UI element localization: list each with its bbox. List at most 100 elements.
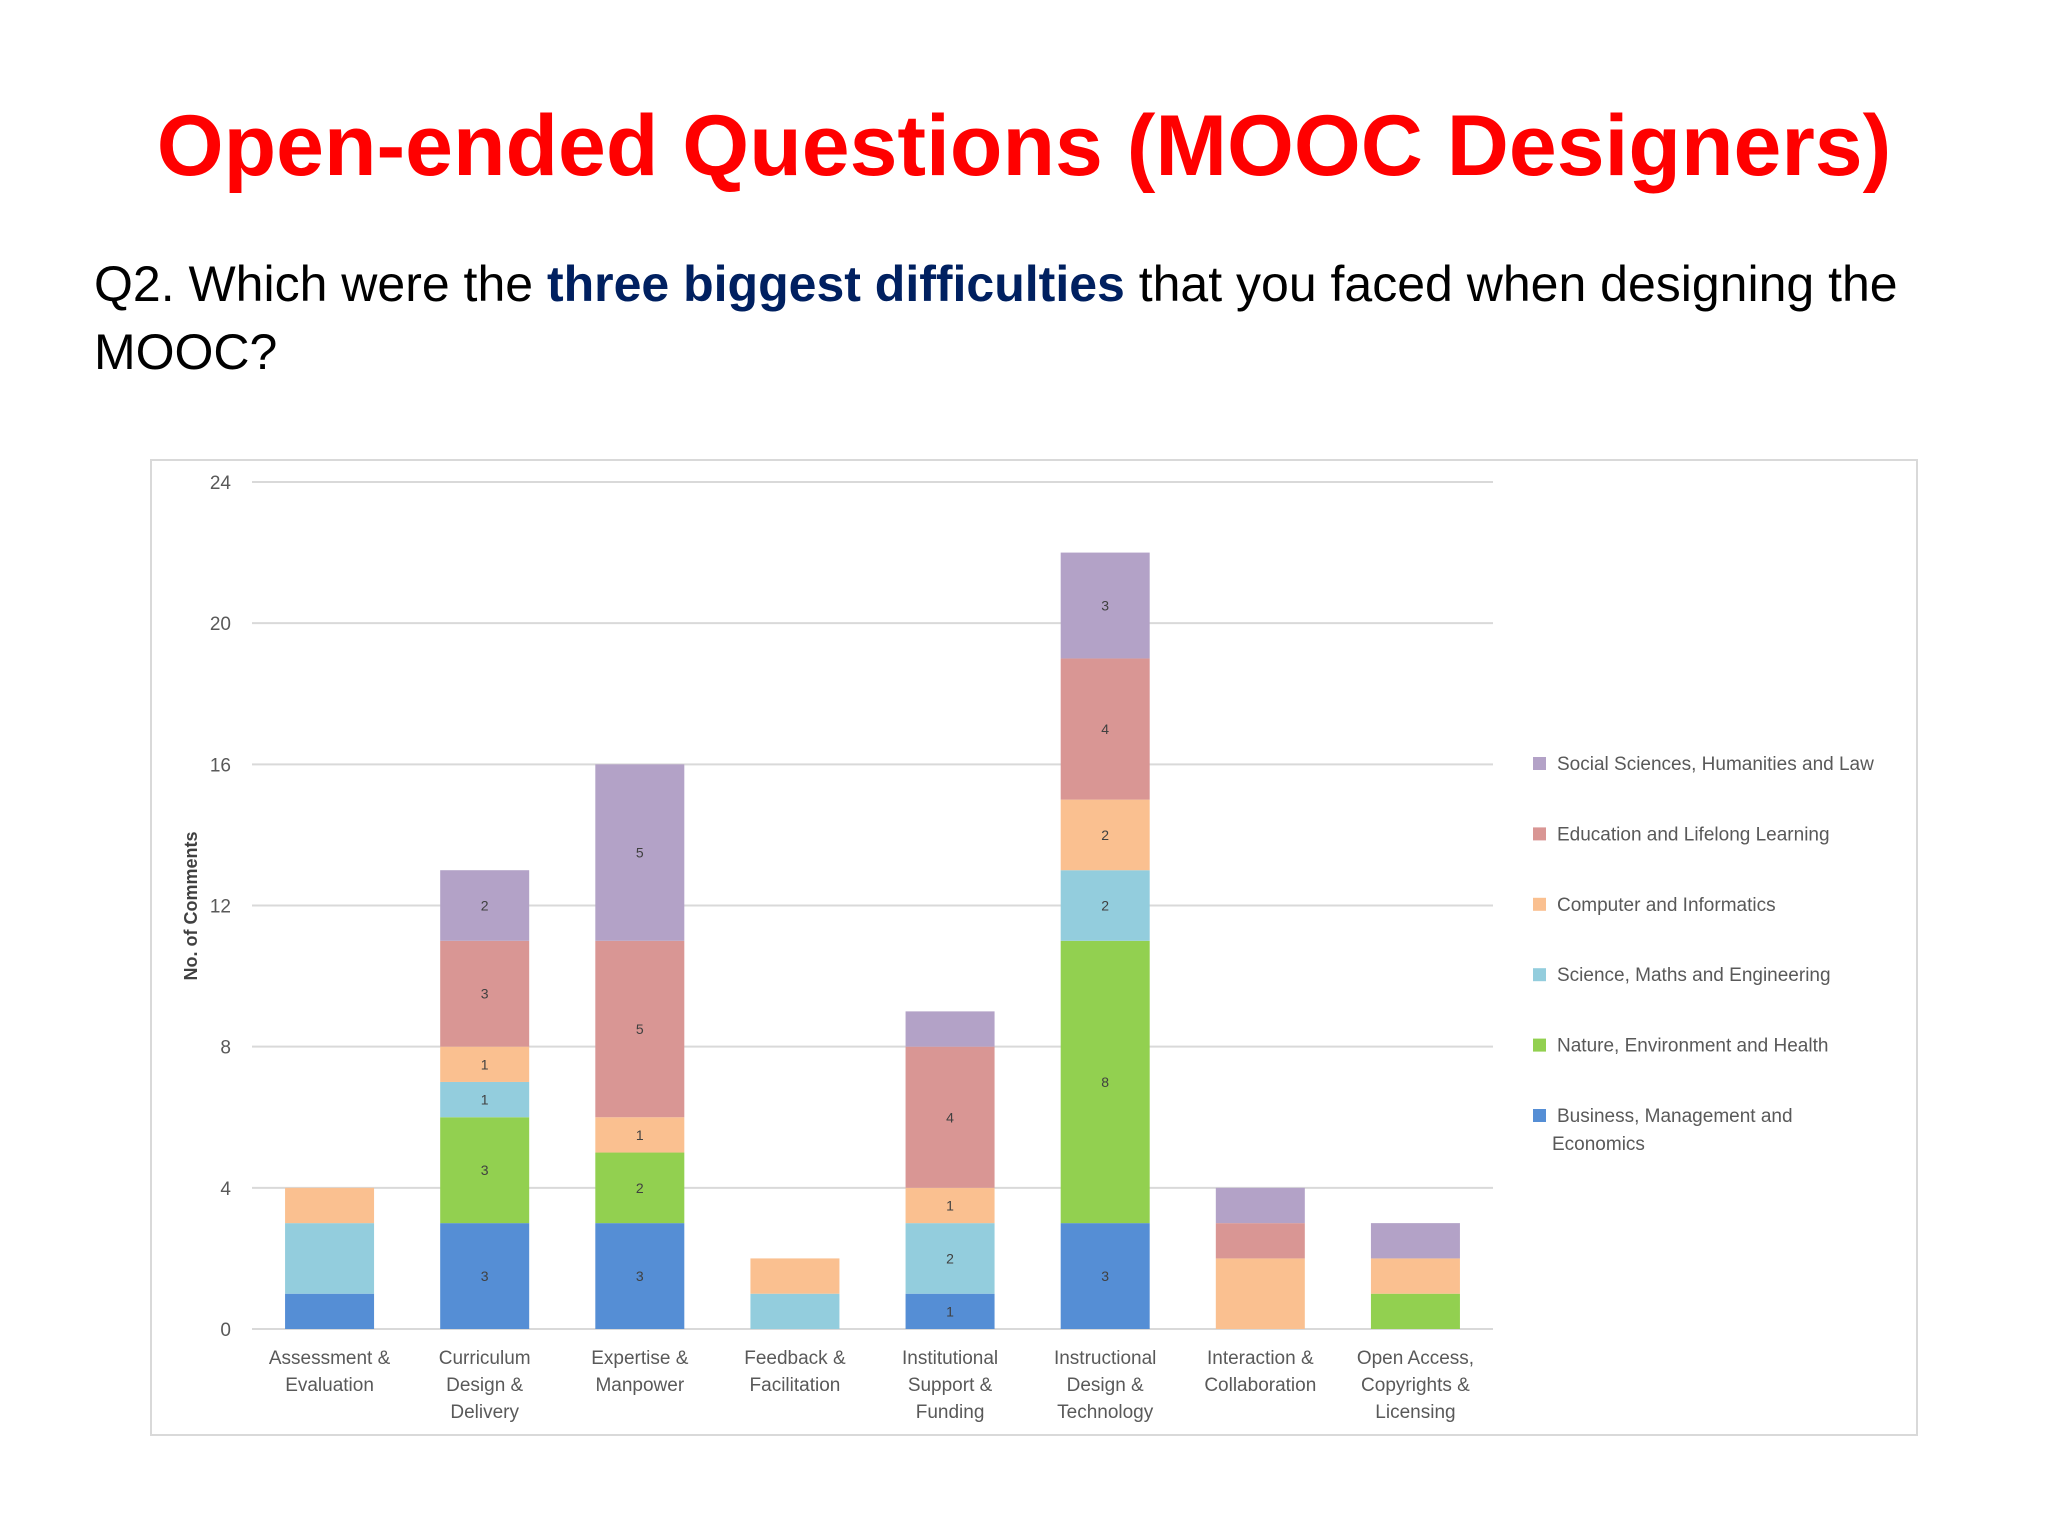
y-tick-label: 8	[220, 1038, 231, 1059]
bar-segment	[595, 940, 685, 1118]
x-tick-label: Support &	[908, 1375, 993, 1396]
legend-label: Nature, Environment and Health	[1557, 1036, 1828, 1057]
x-tick-label: Evaluation	[285, 1375, 374, 1396]
slide-title: Open-ended Questions (MOOC Designers)	[156, 98, 1892, 194]
x-tick-label: Interaction &	[1207, 1348, 1314, 1369]
legend-swatch	[1533, 968, 1546, 982]
bar-segment	[440, 940, 530, 1047]
data-label: 3	[481, 1268, 489, 1284]
bar-segment	[1215, 1258, 1305, 1329]
bar-segment	[285, 1293, 375, 1329]
x-tick-label: Instructional	[1054, 1348, 1156, 1369]
legend-swatch	[1533, 757, 1546, 770]
legend-label: Education and Lifelong Learning	[1557, 824, 1830, 845]
bar-segment	[1215, 1187, 1305, 1224]
data-label: 2	[481, 898, 489, 914]
x-tick-label: Copyrights &	[1361, 1375, 1470, 1396]
x-tick-label: Technology	[1057, 1402, 1154, 1423]
bar-segment	[1060, 940, 1150, 1224]
data-label: 5	[636, 845, 644, 861]
data-label: 3	[481, 1162, 489, 1178]
y-tick-label: 24	[210, 473, 232, 494]
x-tick-label: Manpower	[595, 1375, 684, 1396]
y-tick-label: 16	[210, 755, 231, 776]
bar-segment	[595, 1223, 685, 1329]
legend-swatch	[1533, 827, 1546, 841]
y-tick-label: 20	[210, 614, 231, 635]
data-label: 5	[636, 1021, 644, 1037]
data-label: 1	[946, 1303, 954, 1319]
bar-segment	[1370, 1223, 1460, 1259]
x-tick-label: Feedback &	[744, 1348, 846, 1369]
bar-segment	[440, 870, 530, 941]
bar-segment	[440, 1117, 530, 1224]
x-tick-label: Design &	[446, 1375, 523, 1396]
bar-segment	[1370, 1293, 1460, 1329]
data-label: 3	[636, 1268, 644, 1284]
legend-label: Business, Management and	[1557, 1106, 1793, 1127]
bar-segment	[750, 1258, 840, 1294]
bar-segment	[595, 1117, 685, 1153]
bar-segment	[1060, 552, 1150, 659]
data-label: 8	[1101, 1074, 1109, 1090]
x-tick-label: Assessment &	[269, 1348, 391, 1369]
data-label: 1	[636, 1127, 644, 1143]
question-prefix: Q2. Which were the	[94, 256, 547, 312]
bar-segment	[440, 1081, 530, 1118]
data-label: 2	[1101, 898, 1109, 914]
bar-segment	[905, 1293, 995, 1329]
data-label: 3	[1101, 598, 1109, 614]
data-label: 1	[481, 1056, 489, 1072]
bar-segment	[595, 764, 685, 941]
data-label: 3	[1101, 1268, 1109, 1284]
data-label: 2	[636, 1180, 644, 1196]
x-tick-label: Expertise &	[591, 1348, 688, 1369]
x-tick-label: Design &	[1067, 1375, 1144, 1396]
bar-segment	[440, 1223, 530, 1329]
x-tick-label: Delivery	[450, 1402, 519, 1423]
bar-segment	[1215, 1223, 1305, 1259]
bar-segment	[905, 1011, 995, 1047]
bar-segment	[285, 1187, 375, 1224]
y-tick-label: 0	[220, 1320, 231, 1341]
legend-label: Economics	[1552, 1134, 1645, 1155]
data-label: 4	[1101, 721, 1109, 737]
data-label: 2	[946, 1250, 954, 1266]
bar-segment	[1060, 799, 1150, 871]
bar-segment	[1060, 1223, 1150, 1329]
x-tick-label: Open Access,	[1357, 1348, 1474, 1369]
legend-swatch	[1533, 1109, 1546, 1122]
legend-swatch	[1533, 1038, 1546, 1052]
bar-segment	[595, 1152, 685, 1224]
bar-segment	[1370, 1258, 1460, 1294]
data-label: 4	[946, 1109, 954, 1125]
data-label: 1	[481, 1092, 489, 1108]
x-tick-label: Curriculum	[439, 1348, 531, 1369]
data-label: 1	[946, 1197, 954, 1213]
question-suffix: that you faced when designing the MOOC?	[94, 256, 1898, 380]
bar-segment	[750, 1293, 840, 1329]
legend-swatch	[1533, 897, 1546, 911]
bar-segment	[1060, 870, 1150, 941]
data-label: 2	[1101, 827, 1109, 843]
legend-label: Computer and Informatics	[1557, 895, 1776, 916]
bar-segment	[905, 1187, 995, 1224]
x-tick-label: Facilitation	[750, 1375, 841, 1396]
legend-label: Science, Maths and Engineering	[1557, 965, 1831, 986]
x-tick-label: Institutional	[902, 1348, 998, 1369]
bar-segment	[285, 1223, 375, 1294]
question-emphasis: three biggest difficulties	[546, 256, 1125, 312]
bar-segment	[1060, 658, 1150, 800]
y-axis-label: No. of Comments	[181, 831, 201, 980]
bar-segment	[905, 1046, 995, 1188]
y-tick-label: 4	[220, 1179, 231, 1200]
bar-segment	[905, 1223, 995, 1294]
y-tick-label: 12	[210, 897, 231, 918]
data-label: 3	[481, 986, 489, 1002]
x-tick-label: Licensing	[1375, 1402, 1455, 1423]
chart-border	[150, 459, 1918, 1436]
x-tick-label: Funding	[916, 1402, 985, 1423]
question-text: Q2. Which were the three biggest difficu…	[94, 250, 1974, 386]
x-tick-label: Collaboration	[1204, 1375, 1316, 1396]
